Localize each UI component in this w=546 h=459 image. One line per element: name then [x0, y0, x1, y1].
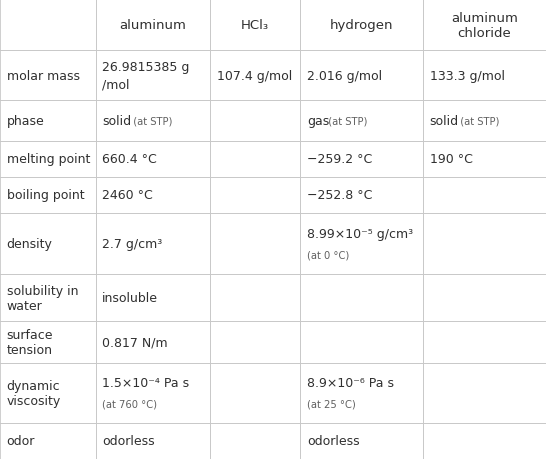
Text: 8.9×10⁻⁶ Pa s: 8.9×10⁻⁶ Pa s: [307, 376, 394, 389]
Text: 2.016 g/mol: 2.016 g/mol: [307, 70, 382, 83]
Text: 660.4 °C: 660.4 °C: [102, 153, 157, 166]
Bar: [300, 321, 423, 363]
Text: dynamic
viscosity: dynamic viscosity: [7, 379, 61, 407]
Bar: [0, 213, 96, 275]
Text: melting point: melting point: [7, 153, 90, 166]
Bar: [423, 321, 546, 363]
Text: 133.3 g/mol: 133.3 g/mol: [430, 70, 505, 83]
Bar: [96, 51, 210, 101]
Text: boiling point: boiling point: [7, 189, 84, 202]
Bar: [423, 51, 546, 101]
Text: 2460 °C: 2460 °C: [102, 189, 153, 202]
Text: 107.4 g/mol: 107.4 g/mol: [217, 70, 292, 83]
Text: (at 760 °C): (at 760 °C): [102, 398, 157, 409]
Text: 1.5×10⁻⁴ Pa s: 1.5×10⁻⁴ Pa s: [102, 376, 189, 389]
Bar: [0, 0, 96, 51]
Bar: [0, 321, 96, 363]
Bar: [210, 213, 300, 275]
Bar: [210, 0, 300, 51]
Bar: [423, 423, 546, 459]
Text: −259.2 °C: −259.2 °C: [307, 153, 372, 166]
Bar: [210, 423, 300, 459]
Bar: [300, 178, 423, 213]
Bar: [96, 275, 210, 321]
Bar: [210, 101, 300, 141]
Text: phase: phase: [7, 115, 44, 128]
Text: solubility in
water: solubility in water: [7, 284, 78, 312]
Text: 0.817 N/m: 0.817 N/m: [102, 336, 168, 348]
Bar: [300, 423, 423, 459]
Text: aluminum: aluminum: [120, 19, 186, 32]
Bar: [96, 213, 210, 275]
Text: solid: solid: [102, 115, 131, 128]
Bar: [210, 51, 300, 101]
Bar: [0, 178, 96, 213]
Text: hydrogen: hydrogen: [330, 19, 394, 32]
Bar: [96, 178, 210, 213]
Bar: [210, 275, 300, 321]
Bar: [423, 101, 546, 141]
Bar: [210, 321, 300, 363]
Bar: [0, 101, 96, 141]
Bar: [0, 141, 96, 178]
Bar: [423, 141, 546, 178]
Bar: [96, 423, 210, 459]
Text: molar mass: molar mass: [7, 70, 80, 83]
Text: odor: odor: [7, 434, 35, 448]
Bar: [300, 213, 423, 275]
Bar: [210, 178, 300, 213]
Text: odorless: odorless: [102, 434, 155, 448]
Bar: [423, 213, 546, 275]
Bar: [300, 141, 423, 178]
Text: 26.9815385 g: 26.9815385 g: [102, 61, 189, 74]
Text: gas: gas: [307, 115, 329, 128]
Bar: [300, 363, 423, 423]
Bar: [300, 275, 423, 321]
Text: (at 0 °C): (at 0 °C): [307, 250, 349, 260]
Bar: [423, 275, 546, 321]
Text: /mol: /mol: [102, 78, 129, 91]
Text: density: density: [7, 238, 52, 251]
Bar: [423, 0, 546, 51]
Text: (at STP): (at STP): [127, 116, 172, 126]
Bar: [210, 363, 300, 423]
Bar: [96, 141, 210, 178]
Text: 2.7 g/cm³: 2.7 g/cm³: [102, 238, 162, 251]
Bar: [300, 101, 423, 141]
Bar: [96, 101, 210, 141]
Bar: [0, 275, 96, 321]
Bar: [300, 51, 423, 101]
Bar: [423, 178, 546, 213]
Text: (at 25 °C): (at 25 °C): [307, 398, 355, 409]
Text: (at STP): (at STP): [322, 116, 367, 126]
Text: solid: solid: [430, 115, 459, 128]
Text: HCl₃: HCl₃: [241, 19, 269, 32]
Bar: [0, 423, 96, 459]
Bar: [0, 363, 96, 423]
Text: (at STP): (at STP): [454, 116, 500, 126]
Bar: [96, 321, 210, 363]
Bar: [210, 141, 300, 178]
Text: aluminum
chloride: aluminum chloride: [451, 11, 518, 39]
Text: odorless: odorless: [307, 434, 359, 448]
Bar: [300, 0, 423, 51]
Bar: [0, 51, 96, 101]
Text: surface
tension: surface tension: [7, 328, 53, 356]
Text: 190 °C: 190 °C: [430, 153, 473, 166]
Text: 8.99×10⁻⁵ g/cm³: 8.99×10⁻⁵ g/cm³: [307, 227, 413, 240]
Text: −252.8 °C: −252.8 °C: [307, 189, 372, 202]
Bar: [423, 363, 546, 423]
Bar: [96, 0, 210, 51]
Text: insoluble: insoluble: [102, 291, 158, 304]
Bar: [96, 363, 210, 423]
